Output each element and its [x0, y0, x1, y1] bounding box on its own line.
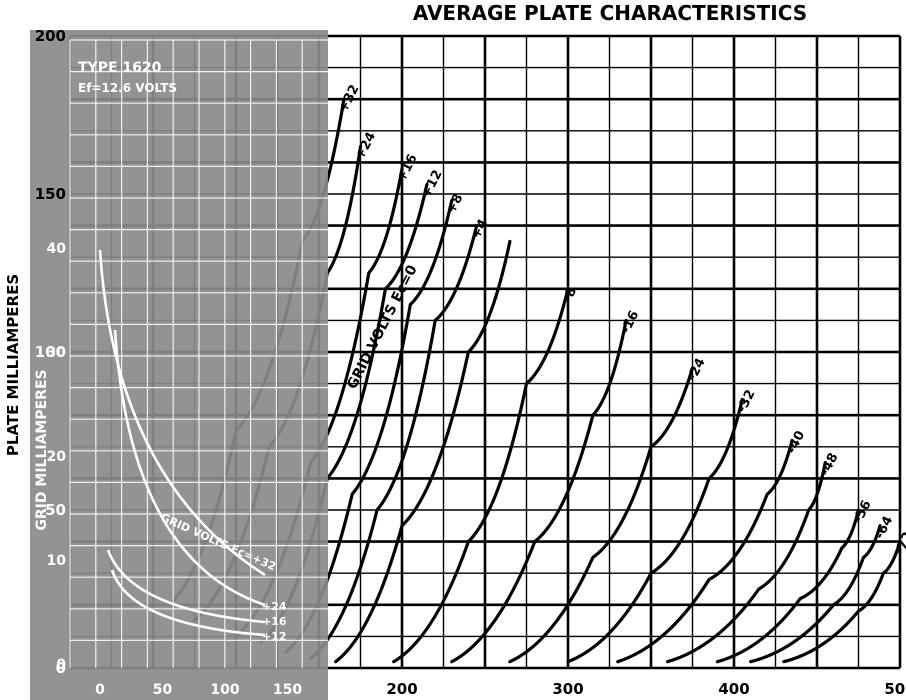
inset-x-tick-label: 50: [153, 682, 173, 698]
series-line: [508, 366, 695, 664]
series-line: [715, 508, 861, 664]
curve-label: -64: [872, 514, 896, 542]
curve-label: -48: [817, 451, 841, 479]
series-line: [334, 239, 512, 664]
y-tick-label: 50: [45, 501, 66, 519]
inset-curve-label-24: +24: [262, 600, 287, 613]
y-tick-label: 0: [56, 659, 66, 677]
series-line: [616, 438, 794, 664]
inset-heater-label: Ef=12.6 VOLTS: [78, 81, 177, 95]
x-tick-label: 500: [884, 680, 906, 698]
inset-y-tick-label: 30: [47, 345, 67, 361]
x-tick-label: 400: [718, 680, 749, 698]
inset-x-tick-label: 0: [95, 682, 105, 698]
inset-type-label: TYPE 1620: [78, 60, 162, 76]
series-line: [450, 318, 628, 664]
inset-y-tick-label: 0: [56, 657, 66, 673]
curve-label: +16: [394, 152, 421, 185]
series-line: [749, 524, 882, 664]
inset-grid-current-curve: [113, 329, 266, 607]
x-tick-label: 300: [552, 680, 583, 698]
x-tick-label: 200: [386, 680, 417, 698]
curve-label: -16: [618, 308, 642, 336]
chart-title: AVERAGE PLATE CHARACTERISTICS: [413, 1, 807, 25]
curve-label: -8: [560, 285, 580, 305]
axis-ticks: 2003004005002001501005000501001504030201…: [35, 27, 906, 698]
inset-title: TYPICAL CHARACTERISTICS: [92, 9, 338, 28]
inset-x-tick-label: 100: [210, 682, 239, 698]
inset-curve-label-16: +16: [262, 615, 287, 628]
series-line: [666, 461, 827, 664]
y-tick-label: 150: [35, 185, 66, 203]
family-label: GRID VOLTS Ec=0: [344, 262, 421, 391]
y-axis-label: PLATE MILLIAMPERES: [4, 274, 22, 456]
series-line: [782, 540, 902, 664]
inset-y-tick-label: 40: [47, 241, 67, 257]
curve-label: -32: [734, 387, 758, 415]
inset-y-tick-label: 10: [47, 553, 67, 569]
inset-y-tick-label: 20: [47, 449, 67, 465]
series-line: [392, 287, 570, 664]
inset-curve-label-12: +12: [262, 630, 287, 643]
series-line: [309, 224, 479, 661]
inset-grid-current-curve: [98, 249, 266, 577]
inset-grid: [69, 39, 328, 668]
series-line: [566, 397, 744, 664]
curve-label: -40: [784, 429, 808, 457]
inset-curves: [98, 249, 266, 637]
y-tick-label: 100: [35, 343, 66, 361]
inset-panel: [30, 30, 328, 700]
curve-label: -56: [851, 498, 875, 526]
inset-grid-current-curve: [110, 569, 266, 637]
curve-label: +24: [353, 130, 380, 163]
curve-label: +12: [419, 168, 446, 201]
y2-axis-label: GRID MILLIAMPERES: [34, 369, 50, 530]
y-tick-label: 200: [35, 27, 66, 45]
inset-grid-current-curve: [106, 549, 266, 624]
inset-x-tick-label: 150: [273, 682, 302, 698]
curve-label: -24: [685, 356, 709, 384]
